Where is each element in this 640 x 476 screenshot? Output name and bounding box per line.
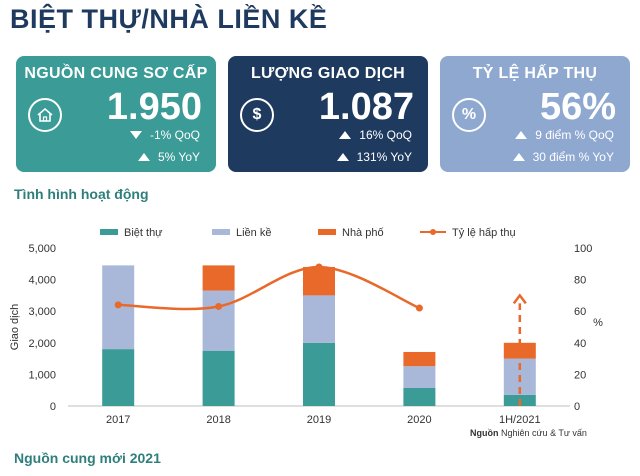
bar-segment (202, 265, 235, 291)
chart: 0 1,000 2,000 3,000 4,000 5,000 0 20 40 60 80 100 Gi… (9, 227, 603, 426)
y-axis-label: Giao dịch (9, 304, 21, 350)
legend-swatch (100, 229, 118, 235)
bar-segment (303, 266, 335, 296)
page-title: BIỆT THỰ/NHÀ LIỀN KỀ (10, 4, 328, 34)
source-note: Nguồn Nghiên cứu & Tư vấn (470, 428, 587, 438)
line-point (415, 304, 423, 312)
source-text: Nghiên cứu & Tư vấn (501, 428, 587, 438)
change-text: -1% QoQ (149, 128, 200, 142)
legend-label: Nhà phố (342, 227, 384, 239)
kpi-card-supply: NGUỒN CUNG SƠ CẤP 1.950 -1% QoQ 5% YoY (16, 56, 216, 172)
y2-tick-label: 100 (574, 243, 592, 255)
bar-segment (303, 295, 335, 343)
change-text: 30 điểm % YoY (532, 150, 614, 164)
kpi-value: 1.950 (106, 86, 202, 128)
legend-swatch (212, 229, 230, 235)
line-series-path (118, 265, 420, 311)
y-tick-label: 4,000 (28, 275, 56, 287)
y2-tick-label: 60 (574, 306, 586, 318)
bar-segment (503, 342, 536, 359)
house-icon (28, 98, 62, 132)
source-label: Nguồn (470, 428, 499, 438)
kpi-card-transactions: LƯỢNG GIAO DỊCH $ 1.087 16% QoQ 131% YoY (228, 56, 428, 172)
change-text: 9 điểm % QoQ (535, 128, 614, 142)
kpi-change-yoy: 131% YoY (336, 150, 412, 164)
kpi-label: NGUỒN CUNG SƠ CẤP (24, 65, 208, 82)
section-title-supply: Nguồn cung mới 2021 (14, 450, 161, 466)
y-tick-label: 3,000 (28, 306, 56, 318)
arrow-down-icon (129, 131, 142, 139)
arrow-up-icon (339, 131, 352, 139)
bar-segment (403, 387, 436, 406)
change-text: 16% QoQ (359, 128, 412, 142)
bar-segment (303, 342, 335, 406)
line-series-arrowhead (512, 293, 527, 305)
kpi-value: 56% (539, 86, 616, 128)
legend-label: Biệt thự (124, 227, 163, 239)
arrow-up-icon (515, 131, 528, 139)
arrow-up-icon (137, 153, 150, 161)
change-text: 5% YoY (157, 150, 200, 164)
change-text: 131% YoY (356, 150, 412, 164)
kpi-change-qoq: 9 điểm % QoQ (515, 128, 614, 142)
arrow-up-icon (512, 153, 525, 161)
bar-segment (102, 349, 135, 406)
y2-tick-label: 20 (574, 369, 586, 381)
y-tick-label: 5,000 (28, 243, 56, 255)
x-tick-label: 2018 (206, 414, 230, 426)
x-tick-label: 2017 (106, 414, 130, 426)
bar-segment (403, 366, 436, 388)
kpi-change-qoq: -1% QoQ (129, 128, 200, 142)
kpi-label: LƯỢNG GIAO DỊCH (250, 65, 406, 82)
section-title-activity: Tình hình hoạt động (14, 186, 149, 202)
y-tick-label: 2,000 (28, 338, 56, 350)
y2-tick-label: 80 (574, 275, 586, 287)
legend-label: Liền kề (236, 227, 271, 239)
legend-swatch (318, 229, 336, 235)
y2-tick-label: 0 (574, 401, 580, 413)
legend-label: Tỷ lệ hấp thụ (452, 227, 516, 239)
x-tick-label: 2020 (407, 414, 431, 426)
percent-icon: % (452, 98, 486, 132)
y-tick-label: 1,000 (28, 369, 56, 381)
line-point (114, 301, 122, 309)
bar-segment (403, 351, 436, 367)
kpi-change-qoq: 16% QoQ (339, 128, 412, 142)
line-point (315, 263, 323, 271)
dollar-coin-icon: $ (240, 98, 274, 132)
kpi-label: TỶ LỆ HẤP THỤ (472, 65, 598, 82)
kpi-change-yoy: 30 điểm % YoY (512, 150, 614, 164)
kpi-value: 1.087 (318, 86, 414, 128)
y2-tick-label: 40 (574, 338, 586, 350)
x-tick-label: 2019 (307, 414, 331, 426)
arrow-up-icon (336, 153, 349, 161)
bar-segment (202, 350, 235, 406)
x-tick-label: 1H/2021 (499, 414, 541, 426)
line-point (215, 302, 223, 310)
y-tick-label: 0 (50, 401, 56, 413)
kpi-change-yoy: 5% YoY (137, 150, 200, 164)
legend-swatch-marker (430, 229, 436, 235)
kpi-card-absorption: TỶ LỆ HẤP THỤ % 56% 9 điểm % QoQ 30 điểm… (440, 56, 630, 172)
bar-segment (202, 290, 235, 351)
y2-axis-label: % (593, 317, 603, 329)
